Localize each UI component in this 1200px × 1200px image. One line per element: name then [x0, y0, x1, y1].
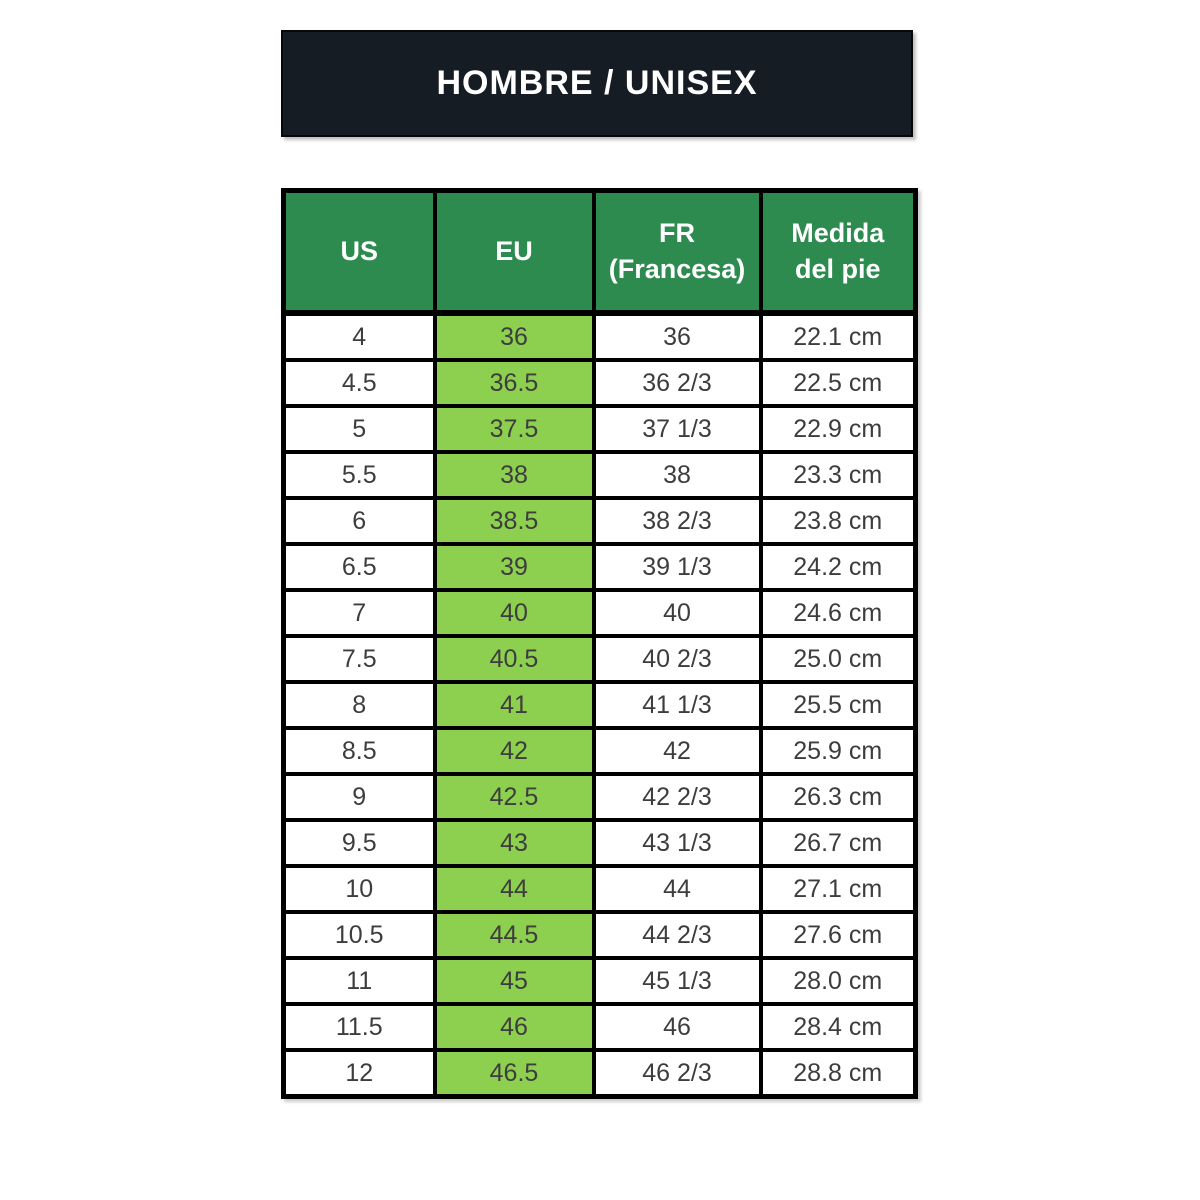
- cell-fr-size: 38 2/3: [591, 496, 763, 546]
- cell-foot-size: 25.5 cm: [758, 680, 918, 730]
- cell-fr-size: 42: [591, 726, 763, 776]
- cell-fr-size: 42 2/3: [591, 772, 763, 822]
- cell-fr-size: 41 1/3: [591, 680, 763, 730]
- cell-us-size: 4: [281, 311, 437, 362]
- size-conversion-table: US EU FR (Francesa) Medida del pie 4 36 …: [281, 188, 918, 1099]
- cell-foot-size: 27.6 cm: [758, 910, 918, 960]
- cell-foot-size: 24.6 cm: [758, 588, 918, 638]
- cell-us-size: 8: [281, 680, 437, 730]
- cell-fr-size: 44 2/3: [591, 910, 763, 960]
- column-header-us: US: [281, 188, 437, 316]
- cell-us-size: 10.5: [281, 910, 437, 960]
- table-row: 8 41 41 1/3 25.5 cm: [281, 680, 918, 730]
- table-row: 11.5 46 46 28.4 cm: [281, 1002, 918, 1052]
- cell-fr-size: 40: [591, 588, 763, 638]
- cell-foot-size: 22.1 cm: [758, 311, 918, 362]
- cell-eu-size: 39: [432, 542, 596, 592]
- cell-foot-size: 27.1 cm: [758, 864, 918, 914]
- cell-fr-size: 36: [591, 311, 763, 362]
- cell-fr-size: 46: [591, 1002, 763, 1052]
- column-header-fr: FR (Francesa): [591, 188, 763, 316]
- cell-foot-size: 28.8 cm: [758, 1048, 918, 1099]
- cell-eu-size: 45: [432, 956, 596, 1006]
- cell-foot-size: 25.0 cm: [758, 634, 918, 684]
- cell-us-size: 9.5: [281, 818, 437, 868]
- cell-us-size: 5.5: [281, 450, 437, 500]
- cell-eu-size: 37.5: [432, 404, 596, 454]
- header-row: US EU FR (Francesa) Medida del pie: [281, 188, 918, 316]
- cell-eu-size: 46.5: [432, 1048, 596, 1099]
- cell-fr-size: 45 1/3: [591, 956, 763, 1006]
- cell-eu-size: 46: [432, 1002, 596, 1052]
- cell-foot-size: 22.9 cm: [758, 404, 918, 454]
- table-row: 10 44 44 27.1 cm: [281, 864, 918, 914]
- table-row: 4 36 36 22.1 cm: [281, 311, 918, 362]
- column-header-foot: Medida del pie: [758, 188, 918, 316]
- cell-foot-size: 23.3 cm: [758, 450, 918, 500]
- cell-eu-size: 44: [432, 864, 596, 914]
- cell-eu-size: 43: [432, 818, 596, 868]
- cell-fr-size: 44: [591, 864, 763, 914]
- cell-eu-size: 40: [432, 588, 596, 638]
- column-header-eu: EU: [432, 188, 596, 316]
- cell-eu-size: 36: [432, 311, 596, 362]
- table-row: 6.5 39 39 1/3 24.2 cm: [281, 542, 918, 592]
- cell-us-size: 5: [281, 404, 437, 454]
- cell-eu-size: 38: [432, 450, 596, 500]
- cell-foot-size: 22.5 cm: [758, 358, 918, 408]
- table-row: 8.5 42 42 25.9 cm: [281, 726, 918, 776]
- table-body: 4 36 36 22.1 cm 4.5 36.5 36 2/3 22.5 cm …: [281, 311, 918, 1099]
- cell-us-size: 12: [281, 1048, 437, 1099]
- table-row: 10.5 44.5 44 2/3 27.6 cm: [281, 910, 918, 960]
- table-row: 5 37.5 37 1/3 22.9 cm: [281, 404, 918, 454]
- table-header: US EU FR (Francesa) Medida del pie: [281, 188, 918, 316]
- cell-fr-size: 38: [591, 450, 763, 500]
- category-banner: HOMBRE / UNISEX: [281, 30, 913, 137]
- cell-us-size: 4.5: [281, 358, 437, 408]
- cell-us-size: 11.5: [281, 1002, 437, 1052]
- cell-us-size: 7: [281, 588, 437, 638]
- cell-fr-size: 40 2/3: [591, 634, 763, 684]
- table-row: 7.5 40.5 40 2/3 25.0 cm: [281, 634, 918, 684]
- table-row: 7 40 40 24.6 cm: [281, 588, 918, 638]
- cell-eu-size: 42: [432, 726, 596, 776]
- cell-us-size: 11: [281, 956, 437, 1006]
- table-row: 6 38.5 38 2/3 23.8 cm: [281, 496, 918, 546]
- cell-us-size: 8.5: [281, 726, 437, 776]
- cell-foot-size: 25.9 cm: [758, 726, 918, 776]
- table-row: 9 42.5 42 2/3 26.3 cm: [281, 772, 918, 822]
- cell-fr-size: 36 2/3: [591, 358, 763, 408]
- table-row: 9.5 43 43 1/3 26.7 cm: [281, 818, 918, 868]
- table-row: 12 46.5 46 2/3 28.8 cm: [281, 1048, 918, 1099]
- cell-foot-size: 26.7 cm: [758, 818, 918, 868]
- cell-us-size: 10: [281, 864, 437, 914]
- cell-foot-size: 28.0 cm: [758, 956, 918, 1006]
- cell-foot-size: 28.4 cm: [758, 1002, 918, 1052]
- cell-eu-size: 44.5: [432, 910, 596, 960]
- cell-eu-size: 40.5: [432, 634, 596, 684]
- cell-fr-size: 39 1/3: [591, 542, 763, 592]
- page-title: HOMBRE / UNISEX: [436, 64, 758, 102]
- table-row: 5.5 38 38 23.3 cm: [281, 450, 918, 500]
- cell-eu-size: 42.5: [432, 772, 596, 822]
- table-row: 4.5 36.5 36 2/3 22.5 cm: [281, 358, 918, 408]
- cell-eu-size: 41: [432, 680, 596, 730]
- cell-eu-size: 38.5: [432, 496, 596, 546]
- cell-foot-size: 24.2 cm: [758, 542, 918, 592]
- cell-us-size: 9: [281, 772, 437, 822]
- cell-fr-size: 43 1/3: [591, 818, 763, 868]
- cell-foot-size: 26.3 cm: [758, 772, 918, 822]
- cell-fr-size: 37 1/3: [591, 404, 763, 454]
- cell-foot-size: 23.8 cm: [758, 496, 918, 546]
- cell-us-size: 7.5: [281, 634, 437, 684]
- cell-us-size: 6: [281, 496, 437, 546]
- table-row: 11 45 45 1/3 28.0 cm: [281, 956, 918, 1006]
- cell-fr-size: 46 2/3: [591, 1048, 763, 1099]
- cell-us-size: 6.5: [281, 542, 437, 592]
- cell-eu-size: 36.5: [432, 358, 596, 408]
